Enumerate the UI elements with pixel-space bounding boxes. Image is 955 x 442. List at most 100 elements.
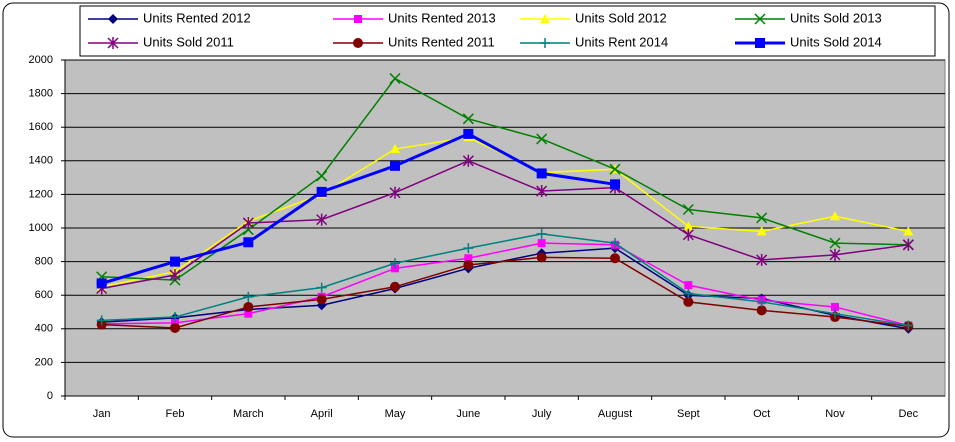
marker [464,254,473,263]
marker [536,133,548,145]
legend-marker [107,37,119,49]
x-tick-label: April [311,408,333,420]
marker [390,281,400,292]
marker [682,203,694,216]
legend-label: Units Sold 2014 [790,34,882,49]
marker [537,239,546,248]
legend-marker [353,38,363,48]
marker [831,302,839,311]
x-tick-label: March [233,408,264,420]
y-tick-label: 600 [35,289,53,301]
marker [756,226,767,236]
x-tick-label: Oct [753,408,770,420]
x-tick-label: Sept [677,408,700,420]
marker [171,318,179,327]
series-line [101,132,616,285]
marker [389,72,401,85]
marker [830,308,840,319]
series-line [101,242,909,327]
legend-label: Units Rent 2014 [575,34,668,49]
marker [170,256,180,267]
x-tick-label: August [598,408,632,420]
marker [463,243,474,254]
legend [79,5,936,57]
legend-item: Units Sold 2012 [520,10,667,25]
marker [170,312,180,323]
legend-item: Units Sold 2014 [735,34,882,49]
marker [242,216,254,229]
y-tick-label: 1000 [29,222,53,234]
y-tick-label: 0 [47,390,53,402]
series-line [101,77,909,281]
marker [830,211,840,221]
x-tick-label: May [385,408,406,420]
marker [756,212,768,224]
x-tick-label: Dec [899,408,919,420]
legend-label: Units Sold 2012 [575,10,667,25]
marker [316,170,328,182]
marker [536,252,547,263]
marker [463,259,474,270]
legend-marker [354,15,362,23]
legend-label: Units Sold 2013 [790,10,882,25]
marker [96,278,107,289]
marker [610,179,620,190]
y-tick-label: 1200 [29,188,53,200]
y-tick-label: 1800 [29,88,53,100]
legend-marker [540,38,550,48]
marker [536,185,548,198]
marker [683,288,694,299]
legend-item: Units Rented 2011 [333,34,495,49]
x-tick-label: Jan [93,408,111,420]
legend-label: Units Sold 2011 [143,34,234,49]
marker [903,320,914,331]
marker [902,238,914,251]
marker [683,296,694,307]
y-tick-label: 1400 [29,155,53,167]
legend-item: Units Rented 2012 [88,10,251,25]
marker [316,294,327,305]
legend-label: Units Rented 2012 [143,10,251,25]
legend-item: Units Rented 2013 [333,10,496,25]
marker [462,154,474,167]
marker [829,237,841,249]
marker [609,163,621,175]
marker [391,264,399,273]
marker [170,322,180,333]
marker [829,248,841,261]
marker [610,238,620,249]
marker [243,291,254,302]
series-line [101,159,909,290]
marker [684,281,693,290]
marker [96,315,107,326]
x-tick-label: Nov [825,408,845,420]
legend-item: Units Rent 2014 [520,34,668,49]
legend-marker [755,38,765,48]
marker [756,305,767,316]
y-tick-label: 1600 [29,121,53,133]
marker [243,301,254,312]
marker [462,113,474,125]
y-tick-label: 200 [35,356,53,368]
series-line [101,256,909,329]
marker [169,269,181,282]
legend-label: Units Rented 2013 [388,10,496,25]
marker [316,186,327,197]
legend-item: Units Sold 2013 [735,10,882,25]
x-tick-label: July [532,408,552,420]
marker [610,253,620,264]
marker [316,213,328,226]
legend-marker [754,13,766,25]
legend-marker [108,14,118,24]
marker [683,221,694,231]
legend-marker [540,14,550,23]
series-line [101,233,909,327]
marker [903,226,914,236]
y-tick-label: 400 [35,323,53,335]
marker [756,253,768,266]
marker [682,228,694,241]
marker [756,296,767,307]
chart-content: 0 200 400 600 800 1000 1200 1400 1600 1800 2000 Jan… [29,10,945,420]
